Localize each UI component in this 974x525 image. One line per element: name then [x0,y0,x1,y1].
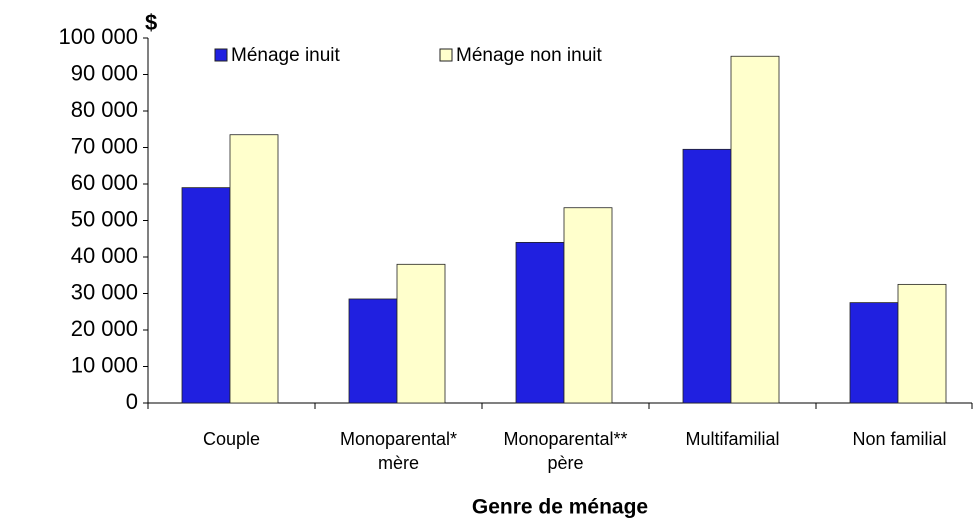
y-tick-label: 80 000 [71,97,138,122]
y-tick-label: 10 000 [71,352,138,377]
bar [682,148,732,404]
x-axis-label: Genre de ménage [472,496,648,519]
legend-swatch [439,48,453,62]
x-tick-label: Non familial [852,429,946,449]
bar [849,302,899,404]
x-tick-label: mère [378,453,419,473]
y-tick-label: 70 000 [71,133,138,158]
y-tick-label: 20 000 [71,316,138,341]
bar [563,207,613,404]
y-tick-label: 0 [126,389,138,414]
x-tick-label: Multifamilial [685,429,779,449]
bar [229,134,279,404]
bar [897,283,947,404]
x-tick-label: Monoparental* [340,429,457,449]
bar [396,263,446,404]
y-tick-label: 100 000 [58,24,138,49]
y-unit: $ [145,10,157,35]
bar [348,298,398,404]
bar [730,55,780,404]
y-tick-label: 60 000 [71,170,138,195]
legend-label: Ménage non inuit [456,45,602,66]
x-tick-label: Couple [203,429,260,449]
y-tick-label: 50 000 [71,206,138,231]
legend-swatch [214,48,228,62]
y-tick-label: 40 000 [71,243,138,268]
bar [181,187,231,404]
y-tick-label: 90 000 [71,60,138,85]
x-tick-label: père [547,453,583,473]
legend-label: Ménage inuit [231,45,341,66]
bar [515,241,565,404]
x-tick-label: Monoparental** [503,429,627,449]
y-tick-label: 30 000 [71,279,138,304]
